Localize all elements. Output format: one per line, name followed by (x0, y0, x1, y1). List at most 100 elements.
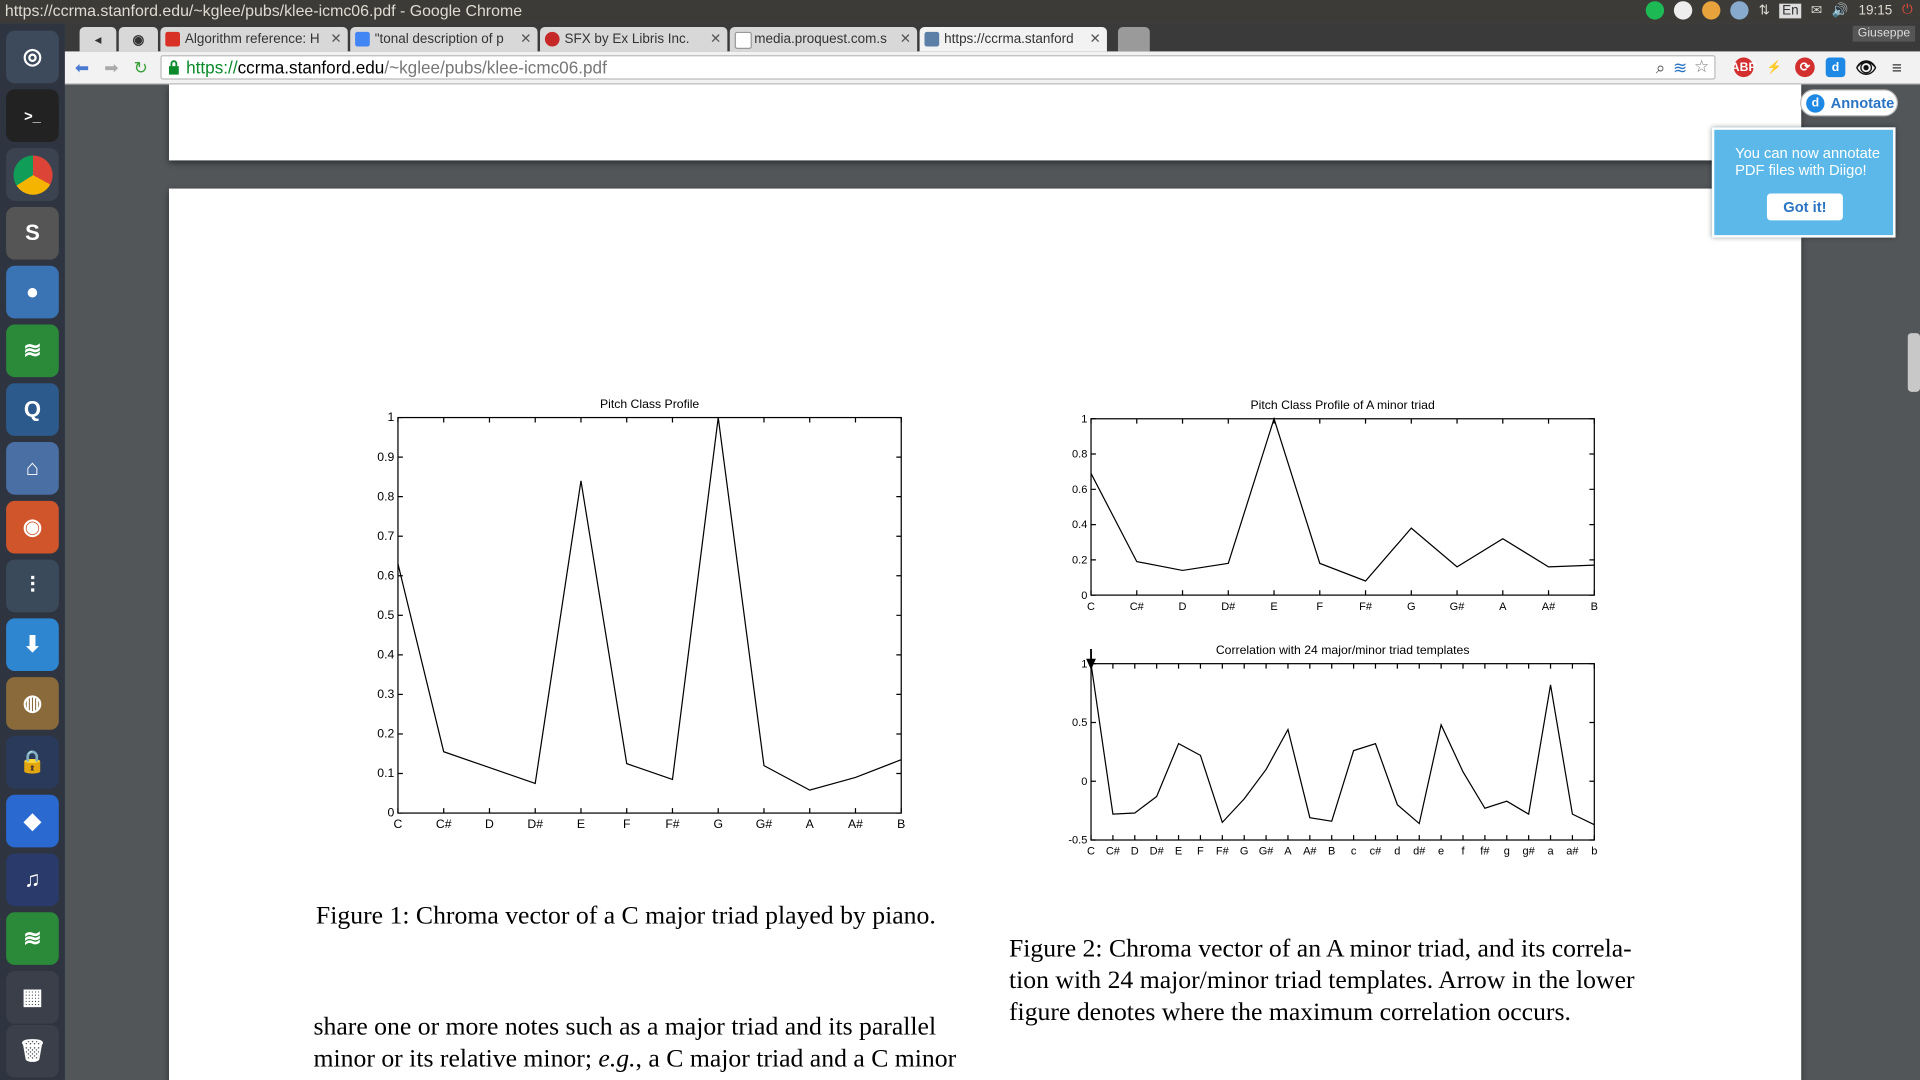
x-tick-label: f (1461, 846, 1465, 858)
diigo-icon[interactable]: d (1825, 57, 1846, 78)
close-icon[interactable]: ✕ (1089, 31, 1101, 47)
pdf-viewer[interactable]: Pitch Class Profile 0 0.1 0.2 0.3 0.4 0.5 0.6 0.… (64, 84, 1920, 1080)
diigo-logo-icon: d (1806, 94, 1825, 113)
spotify-icon[interactable]: ≋ (6, 324, 59, 378)
keyboard-layout[interactable]: En (1779, 3, 1802, 18)
files-icon[interactable]: ⌂ (6, 442, 59, 495)
clock[interactable]: 19:15 (1858, 3, 1893, 18)
abp-icon[interactable]: ABP (1731, 57, 1757, 78)
reload-button[interactable]: ↻ (133, 56, 148, 77)
x-tick-label: d (1394, 846, 1400, 858)
pidgin-icon[interactable]: ● (6, 265, 59, 319)
close-icon[interactable]: ✕ (709, 31, 722, 47)
lock-icon[interactable]: 🔒 (6, 735, 59, 789)
x-tick-label: f# (1480, 846, 1490, 858)
quassel-icon[interactable]: Q (6, 383, 59, 436)
tab-label: Algorithm reference: H (184, 31, 320, 47)
tab-proquest[interactable]: media.proquest.com.s ✕ (729, 26, 918, 52)
lock-icon (168, 60, 179, 75)
chart-a-minor-profile: Pitch Class Profile of A minor triad 0 0.2… (1072, 398, 1598, 613)
new-tab-button[interactable] (1117, 26, 1150, 52)
spotify-tray-icon[interactable] (1645, 1, 1665, 20)
annotate-button[interactable]: d Annotate (1800, 89, 1898, 117)
x-tick-label: A# (1542, 601, 1556, 613)
profile-name[interactable]: Giuseppe (1852, 25, 1916, 42)
messaging-icon[interactable]: ✉ (1810, 3, 1823, 19)
y-tick-label: 0.9 (377, 450, 394, 464)
github-icon: ◉ (132, 32, 145, 48)
tab-pinned-github[interactable]: ◉ (118, 26, 158, 52)
close-icon[interactable]: ✕ (520, 31, 532, 47)
firefox-icon[interactable]: ◉ (6, 500, 59, 554)
download-icon[interactable]: ⬇ (6, 618, 59, 672)
chart-title: Pitch Class Profile (600, 397, 699, 411)
power-icon[interactable]: ⏻ (1902, 2, 1913, 18)
sublime-icon[interactable]: S (6, 206, 59, 260)
tab-ccrma-active[interactable]: https://ccrma.stanford ✕ (919, 26, 1107, 52)
terminal-icon[interactable]: >_ (6, 89, 59, 143)
forward-button[interactable]: ➡ (104, 56, 119, 77)
y-tick-label: 0.8 (1072, 449, 1087, 461)
tab-favicon (355, 31, 370, 47)
cloud-icon[interactable] (1674, 1, 1693, 20)
eye-icon[interactable]: 👁 (1855, 56, 1878, 77)
y-tick-label: 0.6 (1072, 484, 1087, 496)
x-tick-label: C# (1106, 846, 1121, 858)
dash-icon[interactable]: ◎ (6, 30, 59, 84)
flash-icon[interactable]: ⚡ (1766, 60, 1782, 75)
spotify-icon-2[interactable]: ≋ (6, 912, 59, 965)
menu-icon[interactable]: ≡ (1891, 57, 1902, 78)
dropbox-icon[interactable]: ◆ (6, 794, 59, 848)
series-line (1090, 663, 1595, 826)
back-button[interactable]: ⬅ (74, 56, 90, 77)
launcher: ◎ >_ S ● ≋ Q ⌂ ◉ ⫶ ⬇ ◍ 🔒 ◆ ♫ ≋ ▦ 🗑 (0, 23, 65, 1080)
scrollbar-thumb[interactable] (1907, 333, 1920, 392)
address-bar[interactable]: https://ccrma.stanford.edu/~kglee/pubs/k… (160, 55, 1716, 80)
close-icon[interactable]: ✕ (899, 31, 912, 47)
tab-label: SFX by Ex Libris Inc. (564, 31, 690, 47)
workspace-icon[interactable]: ▦ (6, 971, 59, 1024)
audacity-icon[interactable]: ♫ (6, 853, 59, 907)
volume-icon[interactable]: 🔊 (1831, 3, 1849, 19)
y-tick-label: 1 (1081, 413, 1087, 425)
x-tick-label: F (623, 817, 630, 831)
tab-algorithm-reference[interactable]: Algorithm reference: H ✕ (160, 26, 348, 52)
reader-icon[interactable]: ≋ (1672, 57, 1688, 78)
trash-icon[interactable]: 🗑 (6, 1024, 59, 1078)
zoom-icon[interactable]: ⌕ (1655, 57, 1666, 78)
y-tick-label: 1 (387, 410, 394, 424)
pdf-page-previous (168, 84, 1802, 161)
tab-tonal-description[interactable]: "tonal description of p ✕ (350, 26, 538, 52)
got-it-button[interactable]: Got it! (1766, 193, 1843, 221)
x-tick-label: F# (1216, 846, 1230, 858)
chrome-tray-icon[interactable] (1702, 1, 1721, 20)
close-icon[interactable]: ✕ (330, 31, 342, 47)
bookmark-star-icon[interactable]: ☆ (1694, 56, 1710, 76)
x-tick-label: C (1087, 846, 1095, 858)
body-text-italic: e.g. (598, 1043, 636, 1073)
diigo-popup: You can now annotate PDF files with Diig… (1711, 127, 1896, 238)
body-text-line-2: minor or its relative minor; e.g., a C m… (313, 1042, 956, 1074)
media-icon[interactable]: ◍ (6, 677, 59, 730)
y-tick-label: 0.8 (377, 489, 394, 503)
body-text-segment: , a C major triad and a C minor (635, 1043, 957, 1073)
x-tick-label: d# (1413, 846, 1426, 858)
chat-icon[interactable] (1730, 1, 1749, 20)
x-tick-label: G# (756, 817, 773, 831)
tab-label: media.proquest.com.s (754, 31, 887, 47)
mixer-icon[interactable]: ⫶ (6, 559, 59, 613)
x-tick-label: G# (1259, 846, 1275, 858)
chrome-icon[interactable] (6, 148, 59, 201)
y-tick-label: 0.5 (377, 608, 394, 622)
x-tick-label: D (1131, 846, 1139, 858)
tab-pinned-back[interactable]: ◂ (79, 26, 117, 52)
pdf-page: Pitch Class Profile 0 0.1 0.2 0.3 0.4 0.5 0.6 0.… (168, 188, 1802, 1080)
sync-icon[interactable]: ⟳ (1795, 57, 1815, 78)
tab-sfx[interactable]: SFX by Ex Libris Inc. ✕ (540, 26, 728, 52)
y-tick-label: 0 (1081, 590, 1087, 602)
x-tick-label: D# (1150, 846, 1165, 858)
x-tick-label: C# (1130, 601, 1145, 613)
x-tick-label: B (897, 817, 905, 831)
network-icon[interactable]: ⇅ (1758, 3, 1770, 19)
